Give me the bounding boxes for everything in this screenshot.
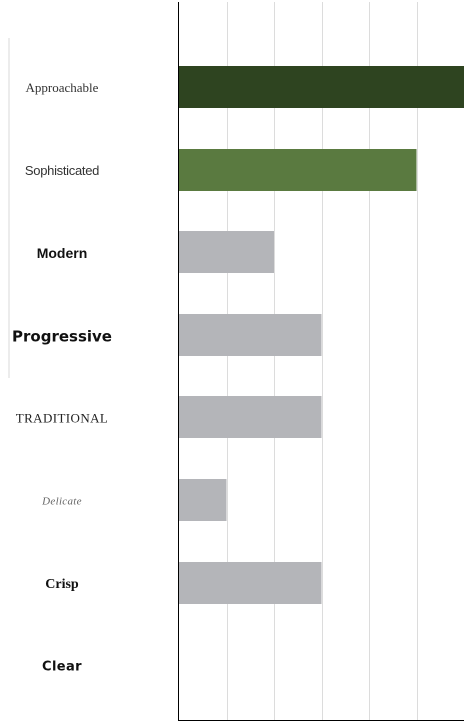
category-label-clear: Clear bbox=[42, 660, 82, 675]
bar-crisp bbox=[179, 562, 322, 604]
grid-lines bbox=[227, 2, 418, 720]
category-label-progressive: Progressive bbox=[12, 327, 112, 345]
bar-traditional bbox=[179, 396, 322, 438]
bar-progressive bbox=[179, 314, 322, 356]
category-label-delicate: Delicate bbox=[41, 496, 82, 508]
category-label-sophisticated: Sophisticated bbox=[25, 163, 99, 178]
category-label-approachable: Approachable bbox=[26, 80, 99, 95]
category-label-traditional: TRADITIONAL bbox=[16, 410, 109, 425]
bar-modern bbox=[179, 231, 274, 273]
bar-delicate bbox=[179, 479, 227, 521]
bar-sophisticated bbox=[179, 149, 417, 191]
category-labels: Approachable Sophisticated Modern Progressi… bbox=[12, 80, 112, 675]
bars-group bbox=[179, 66, 464, 604]
bar-approachable bbox=[179, 66, 464, 108]
category-label-modern: Modern bbox=[37, 245, 88, 261]
category-label-crisp: Crisp bbox=[45, 577, 79, 592]
